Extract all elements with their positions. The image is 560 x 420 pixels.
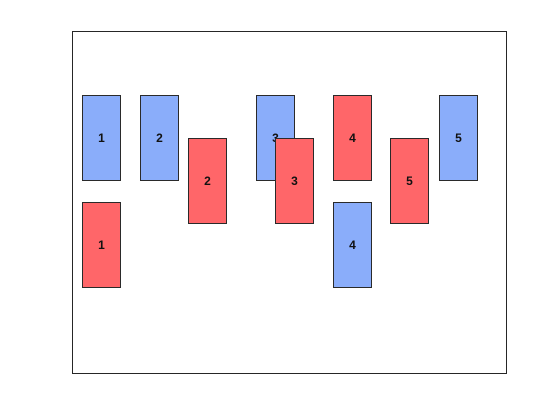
card-red-2: 2: [188, 138, 227, 224]
card-blue-5: 5: [439, 95, 478, 181]
card-label: 2: [156, 131, 163, 145]
card-label: 4: [349, 238, 356, 252]
card-red-5: 5: [390, 138, 429, 224]
card-label: 3: [291, 174, 298, 188]
card-label: 1: [98, 131, 105, 145]
card-label: 2: [204, 174, 211, 188]
card-label: 5: [455, 131, 462, 145]
card-blue-1: 1: [82, 95, 121, 181]
card-blue-2: 2: [140, 95, 179, 181]
card-red-1: 1: [82, 202, 121, 288]
card-label: 4: [349, 131, 356, 145]
card-blue-4: 4: [333, 202, 372, 288]
card-label: 1: [98, 238, 105, 252]
card-label: 5: [406, 174, 413, 188]
card-red-4: 4: [333, 95, 372, 181]
card-red-3: 3: [275, 138, 314, 224]
